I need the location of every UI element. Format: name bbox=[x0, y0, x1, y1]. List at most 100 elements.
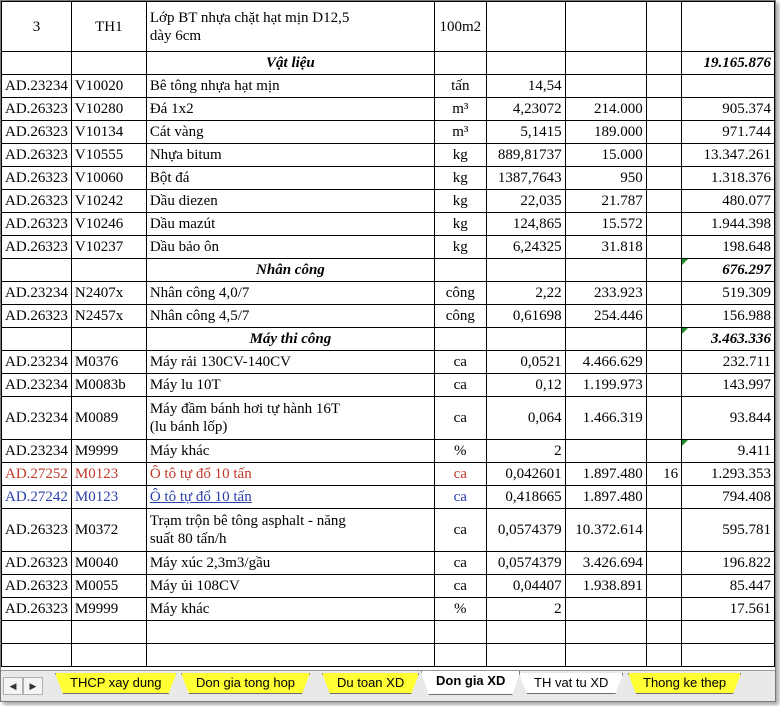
unit-cell[interactable]: công bbox=[433, 304, 487, 328]
amount-cell[interactable]: 595.781 bbox=[681, 508, 775, 552]
coefficient-cell[interactable] bbox=[645, 439, 683, 463]
coefficient-cell[interactable] bbox=[645, 350, 683, 374]
section-total-cell[interactable]: 676.297 bbox=[681, 258, 775, 282]
work-code-cell[interactable]: AD.26323 bbox=[1, 212, 72, 236]
resource-code-cell[interactable]: M0123 bbox=[70, 485, 147, 509]
resource-code-cell[interactable]: V10246 bbox=[70, 212, 147, 236]
tab-don-gia-xd[interactable]: Don gia XD bbox=[421, 671, 520, 695]
unit-cell[interactable]: m³ bbox=[433, 120, 487, 144]
empty-cell[interactable] bbox=[70, 258, 147, 282]
amount-cell[interactable]: 905.374 bbox=[681, 97, 775, 121]
unit-price-cell[interactable] bbox=[564, 597, 647, 621]
coefficient-cell[interactable] bbox=[645, 574, 683, 598]
coefficient-cell[interactable] bbox=[645, 304, 683, 328]
empty-cell[interactable] bbox=[1, 258, 72, 282]
empty-cell[interactable] bbox=[645, 327, 683, 351]
quantity-cell[interactable]: 22,035 bbox=[485, 189, 566, 213]
empty-cell[interactable] bbox=[1, 327, 72, 351]
work-code-cell[interactable]: AD.23234 bbox=[1, 373, 72, 397]
work-code-cell[interactable]: AD.23234 bbox=[1, 396, 72, 440]
unit-price-cell[interactable]: 1.897.480 bbox=[564, 485, 647, 509]
unit-cell[interactable]: công bbox=[433, 281, 487, 305]
item-description-cell[interactable]: Lớp BT nhựa chặt hạt mịn D12,5 dày 6cm bbox=[145, 1, 435, 52]
empty-cell[interactable] bbox=[1, 620, 72, 644]
empty-cell[interactable] bbox=[645, 1, 683, 52]
empty-cell[interactable] bbox=[1, 643, 72, 667]
amount-cell[interactable]: 156.988 bbox=[681, 304, 775, 328]
empty-cell[interactable] bbox=[433, 258, 487, 282]
amount-cell[interactable]: 17.561 bbox=[681, 597, 775, 621]
quantity-cell[interactable]: 5,1415 bbox=[485, 120, 566, 144]
unit-cell[interactable]: ca bbox=[433, 350, 487, 374]
empty-cell[interactable] bbox=[433, 51, 487, 75]
coefficient-cell[interactable] bbox=[645, 120, 683, 144]
empty-cell[interactable] bbox=[681, 1, 775, 52]
unit-cell[interactable]: ca bbox=[433, 396, 487, 440]
tab-thcp-xay-dung[interactable]: THCP xay dung bbox=[55, 673, 177, 694]
coefficient-cell[interactable] bbox=[645, 508, 683, 552]
amount-cell[interactable]: 480.077 bbox=[681, 189, 775, 213]
resource-code-cell[interactable]: M0123 bbox=[70, 462, 147, 486]
resource-name-cell[interactable]: Trạm trộn bê tông asphalt - năng suất 80 … bbox=[145, 508, 435, 552]
quantity-cell[interactable]: 0,0574379 bbox=[485, 508, 566, 552]
unit-price-cell[interactable]: 1.938.891 bbox=[564, 574, 647, 598]
amount-cell[interactable]: 1.293.353 bbox=[681, 462, 775, 486]
coefficient-cell[interactable] bbox=[645, 597, 683, 621]
work-code-cell[interactable]: AD.26323 bbox=[1, 143, 72, 167]
resource-name-cell[interactable]: Máy khác bbox=[145, 597, 435, 621]
resource-name-cell[interactable]: Máy xúc 2,3m3/gầu bbox=[145, 551, 435, 575]
empty-cell[interactable] bbox=[645, 258, 683, 282]
amount-cell[interactable]: 85.447 bbox=[681, 574, 775, 598]
unit-price-cell[interactable]: 214.000 bbox=[564, 97, 647, 121]
amount-cell[interactable]: 13.347.261 bbox=[681, 143, 775, 167]
tab-th-vat-tu-xd[interactable]: TH vat tu XD bbox=[519, 673, 623, 694]
resource-name-cell[interactable]: Bê tông nhựa hạt mịn bbox=[145, 74, 435, 98]
work-code-cell[interactable]: AD.26323 bbox=[1, 551, 72, 575]
section-total-cell[interactable]: 3.463.336 bbox=[681, 327, 775, 351]
empty-cell[interactable] bbox=[485, 327, 566, 351]
unit-cell[interactable]: ca bbox=[433, 373, 487, 397]
resource-name-cell[interactable]: Dầu bảo ôn bbox=[145, 235, 435, 259]
coefficient-cell[interactable] bbox=[645, 166, 683, 190]
empty-cell[interactable] bbox=[564, 620, 647, 644]
tab-don-gia-tong-hop[interactable]: Don gia tong hop bbox=[181, 673, 310, 694]
nav-last-icon[interactable]: ▶ bbox=[23, 677, 43, 695]
work-code-cell[interactable]: AD.26323 bbox=[1, 508, 72, 552]
coefficient-cell[interactable] bbox=[645, 551, 683, 575]
amount-cell[interactable]: 196.822 bbox=[681, 551, 775, 575]
coefficient-cell[interactable] bbox=[645, 373, 683, 397]
empty-cell[interactable] bbox=[564, 327, 647, 351]
resource-name-cell[interactable]: Máy đầm bánh hơi tự hành 16T (lu bánh lốp… bbox=[145, 396, 435, 440]
work-code-cell[interactable]: AD.23234 bbox=[1, 350, 72, 374]
resource-code-cell[interactable]: V10555 bbox=[70, 143, 147, 167]
work-code-cell[interactable]: AD.27252 bbox=[1, 462, 72, 486]
tab-du-toan-xd[interactable]: Du toan XD bbox=[322, 673, 419, 694]
resource-code-cell[interactable]: M9999 bbox=[70, 597, 147, 621]
coefficient-cell[interactable] bbox=[645, 396, 683, 440]
unit-price-cell[interactable]: 10.372.614 bbox=[564, 508, 647, 552]
empty-cell[interactable] bbox=[485, 51, 566, 75]
coefficient-cell[interactable] bbox=[645, 74, 683, 98]
empty-cell[interactable] bbox=[564, 643, 647, 667]
empty-cell[interactable] bbox=[485, 258, 566, 282]
empty-cell[interactable] bbox=[70, 620, 147, 644]
resource-code-cell[interactable]: N2457x bbox=[70, 304, 147, 328]
empty-cell[interactable] bbox=[433, 620, 487, 644]
unit-price-cell[interactable]: 15.000 bbox=[564, 143, 647, 167]
unit-price-cell[interactable]: 21.787 bbox=[564, 189, 647, 213]
resource-code-cell[interactable]: M0372 bbox=[70, 508, 147, 552]
coefficient-cell[interactable] bbox=[645, 485, 683, 509]
unit-price-cell[interactable]: 1.199.973 bbox=[564, 373, 647, 397]
resource-name-cell[interactable]: Bột đá bbox=[145, 166, 435, 190]
resource-code-cell[interactable]: M0055 bbox=[70, 574, 147, 598]
unit-cell[interactable]: ca bbox=[433, 485, 487, 509]
empty-cell[interactable] bbox=[433, 327, 487, 351]
coefficient-cell[interactable] bbox=[645, 235, 683, 259]
unit-price-cell[interactable]: 1.897.480 bbox=[564, 462, 647, 486]
resource-name-cell[interactable]: Máy khác bbox=[145, 439, 435, 463]
quantity-cell[interactable]: 0,04407 bbox=[485, 574, 566, 598]
resource-code-cell[interactable]: V10020 bbox=[70, 74, 147, 98]
unit-cell[interactable]: kg bbox=[433, 235, 487, 259]
resource-code-cell[interactable]: V10237 bbox=[70, 235, 147, 259]
resource-name-cell[interactable]: Máy lu 10T bbox=[145, 373, 435, 397]
